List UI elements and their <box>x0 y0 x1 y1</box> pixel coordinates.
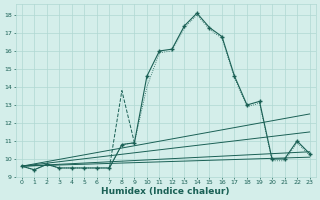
X-axis label: Humidex (Indice chaleur): Humidex (Indice chaleur) <box>101 187 230 196</box>
